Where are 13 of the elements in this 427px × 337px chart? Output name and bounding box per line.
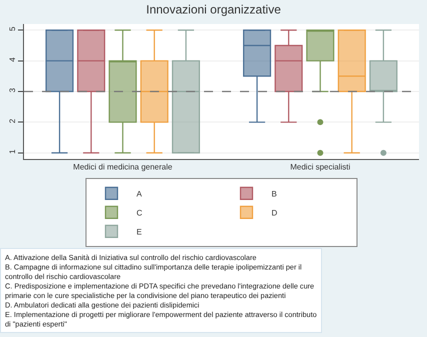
legend-label: B (272, 190, 277, 199)
legend-label: C (136, 208, 142, 218)
y-tick-label: 1 (8, 148, 17, 154)
chart-title: Innovazioni organizzative (146, 2, 282, 16)
legend-label: D (272, 208, 278, 218)
legend-label: A (136, 190, 142, 199)
x-tick-label: Medici specialisti (290, 162, 350, 172)
y-tick-label: 4 (8, 56, 17, 62)
y-tick-label: 2 (8, 118, 17, 124)
x-tick-label: Medici di medicina generale (73, 162, 173, 172)
y-tick-label: 3 (8, 88, 17, 93)
y-tick-label: 5 (8, 26, 17, 32)
legend-label: E (136, 228, 142, 237)
